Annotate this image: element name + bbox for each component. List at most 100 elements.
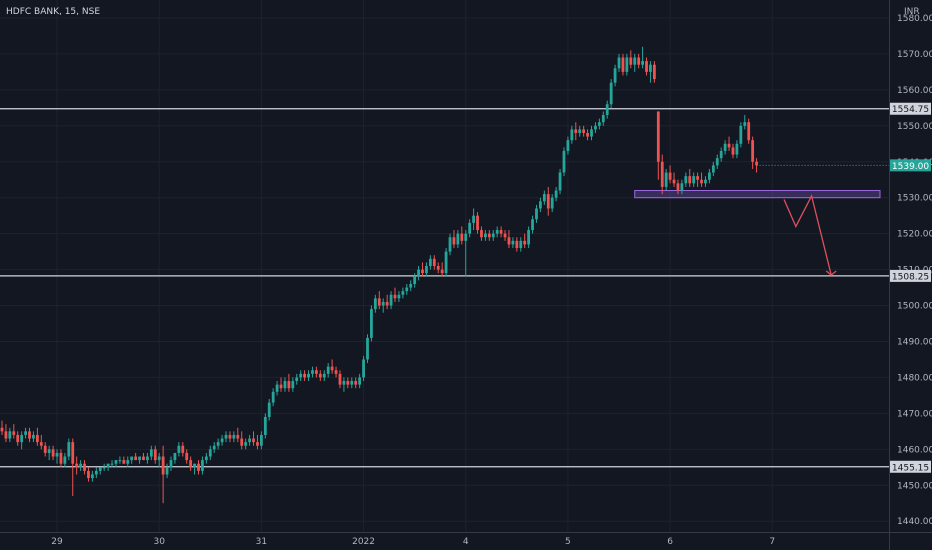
candle-body <box>432 258 436 266</box>
candle-body <box>236 434 240 439</box>
candle-body <box>373 298 377 310</box>
candle-body <box>405 287 409 292</box>
candle-body <box>436 266 440 270</box>
candle-body <box>35 434 39 443</box>
candle-body <box>161 456 165 475</box>
candle-body <box>377 298 381 306</box>
candle-body <box>570 129 574 141</box>
y-tick-label: 1470.00 <box>897 409 932 419</box>
candle-body <box>645 61 648 72</box>
zone-rect[interactable] <box>634 190 881 199</box>
candle-body <box>483 233 487 238</box>
level-tag <box>890 269 931 282</box>
candle-body <box>201 460 204 471</box>
candle-body <box>519 240 523 249</box>
candle-body <box>216 442 220 446</box>
candle-body <box>755 161 758 166</box>
y-tick-label: 1490.00 <box>897 337 932 347</box>
x-tick-label: 29 <box>51 537 63 547</box>
candle-body <box>381 301 385 306</box>
candle-body <box>735 143 739 155</box>
candle-body <box>338 373 342 385</box>
candle-body <box>487 233 491 238</box>
x-tick-label: 2022 <box>352 537 375 547</box>
candle-body <box>291 381 295 389</box>
candle-body <box>456 233 460 245</box>
y-tick-label: 1460.00 <box>897 445 932 455</box>
candle-body <box>499 230 503 234</box>
candle-body <box>83 463 86 471</box>
horizontal-levels <box>0 108 889 468</box>
candle-body <box>4 431 8 439</box>
candle-body <box>244 442 248 446</box>
candle-body <box>228 434 232 439</box>
candle-body <box>676 183 680 191</box>
projection-line[interactable] <box>783 194 832 276</box>
candle-body <box>24 431 27 435</box>
candle-body <box>248 438 251 443</box>
candle-body <box>177 445 181 453</box>
candle-body <box>79 463 82 468</box>
level-tag-label: 1508.25 <box>892 272 929 282</box>
level-tag-label: 1554.75 <box>892 105 929 115</box>
last-price-tag <box>890 159 931 172</box>
x-tick-label: 4 <box>463 537 469 547</box>
candle-body <box>208 449 212 457</box>
candle-body <box>413 276 417 284</box>
candle-body <box>12 431 16 435</box>
candle-body <box>743 122 747 126</box>
candle-body <box>527 230 531 245</box>
candle-body <box>389 294 393 306</box>
candle-body <box>16 434 20 443</box>
candle-body <box>153 449 157 461</box>
candle-body <box>625 57 629 72</box>
candle-body <box>554 190 558 198</box>
candle-body <box>476 215 479 231</box>
candle-body <box>370 309 373 338</box>
candle-body <box>346 381 350 385</box>
candle-body <box>723 143 727 151</box>
candle-body <box>393 294 397 299</box>
candle-body <box>680 183 684 191</box>
candle-body <box>452 237 456 245</box>
candle-body <box>193 463 196 468</box>
candle-body <box>417 269 420 277</box>
candle-body <box>711 165 715 173</box>
candle-body <box>523 240 527 245</box>
candle-body <box>751 140 755 162</box>
candle-body <box>385 301 389 306</box>
time-axis[interactable]: 29 30 31 2022 4 5 6 7 <box>51 537 775 547</box>
candle-body <box>326 366 330 374</box>
candle-body <box>322 373 326 378</box>
candle-body <box>696 176 700 180</box>
candle-body <box>468 222 472 234</box>
candle-body <box>425 266 428 274</box>
candle-body <box>480 230 483 238</box>
candle-body <box>491 233 495 238</box>
candle-body <box>397 294 401 299</box>
arrow-head <box>825 270 837 276</box>
candle-body <box>566 140 570 151</box>
candle-body <box>181 445 185 453</box>
candle-body <box>558 172 562 191</box>
candle-body <box>55 452 59 457</box>
candle-body <box>169 460 173 468</box>
candle-body <box>185 452 189 461</box>
candle-body <box>189 460 193 468</box>
candle-body <box>362 359 365 378</box>
candle-body <box>32 434 35 439</box>
candle-body <box>71 442 75 464</box>
candle-body <box>252 438 255 443</box>
y-tick-label: 1560.00 <box>897 86 932 96</box>
candle-body <box>118 460 122 462</box>
candle-body <box>318 373 322 378</box>
level-tag <box>890 460 931 473</box>
candle-body <box>173 452 177 461</box>
candle-body <box>656 111 660 162</box>
projection-arrow <box>783 194 837 276</box>
candle-body <box>350 381 354 385</box>
y-tick-label: 1550.00 <box>897 122 932 132</box>
candle-body <box>440 269 444 274</box>
candle-body <box>20 434 24 443</box>
